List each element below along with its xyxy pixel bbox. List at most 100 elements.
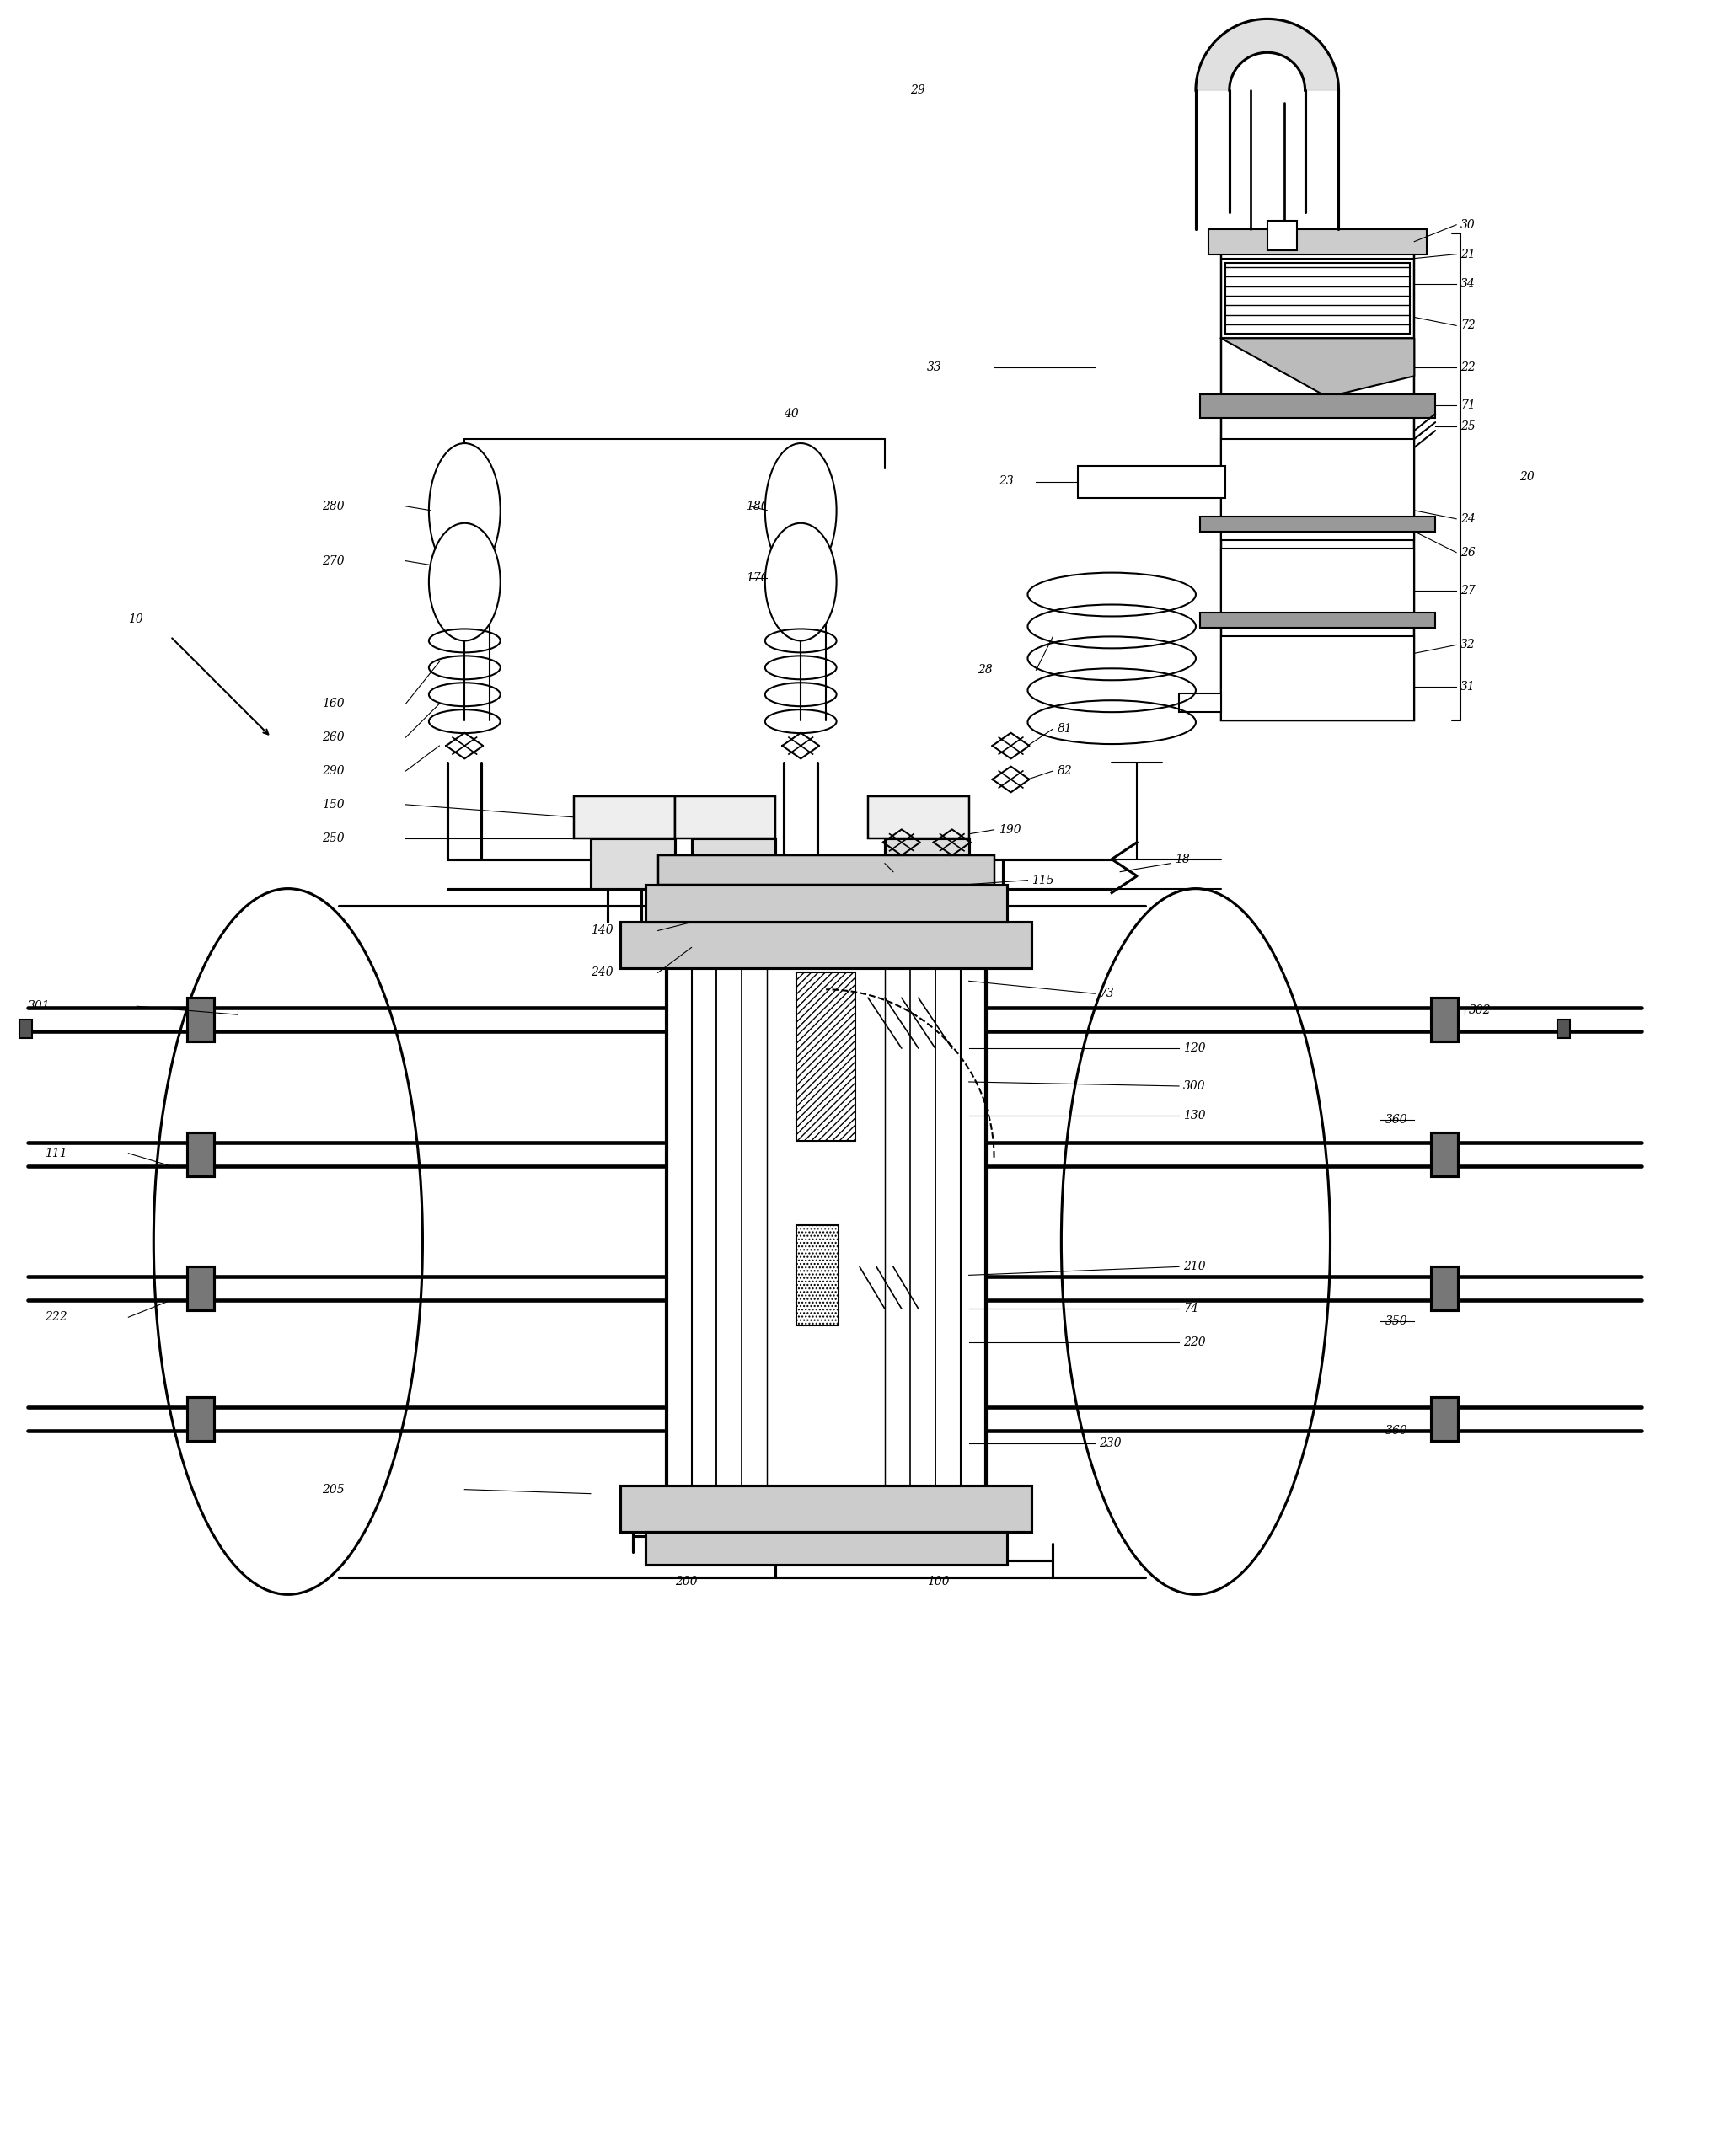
Text: 72: 72 — [1460, 321, 1476, 331]
Bar — [1200, 394, 1436, 417]
Bar — [187, 1268, 214, 1311]
Polygon shape — [1220, 338, 1415, 396]
Text: 210: 210 — [1184, 1261, 1205, 1272]
Bar — [1200, 516, 1436, 532]
Text: 18: 18 — [1175, 854, 1189, 865]
Text: 28: 28 — [977, 665, 993, 676]
Bar — [691, 837, 776, 889]
Text: 20: 20 — [1519, 471, 1535, 482]
Text: 301: 301 — [28, 1001, 50, 1011]
Text: 81: 81 — [1057, 723, 1073, 734]
Text: 240: 240 — [590, 966, 613, 979]
Text: 100: 100 — [927, 1575, 950, 1588]
Text: 115: 115 — [1031, 874, 1054, 887]
Bar — [590, 837, 675, 889]
Bar — [1220, 232, 1415, 721]
Text: 31: 31 — [1460, 680, 1476, 693]
Ellipse shape — [429, 523, 500, 641]
Text: 200: 200 — [675, 1575, 698, 1588]
Text: 270: 270 — [321, 555, 344, 566]
Text: 34: 34 — [1460, 278, 1476, 291]
Text: 29: 29 — [910, 84, 925, 97]
Bar — [1078, 467, 1226, 497]
Bar — [646, 1532, 1007, 1565]
Text: 150: 150 — [321, 798, 344, 811]
Text: 205: 205 — [321, 1483, 344, 1496]
Bar — [767, 968, 885, 1491]
Bar — [646, 884, 1007, 923]
Bar — [797, 1224, 838, 1326]
Text: 27: 27 — [1460, 585, 1476, 596]
Text: 250: 250 — [321, 833, 344, 844]
Bar — [620, 923, 1031, 968]
Ellipse shape — [766, 523, 837, 641]
Bar — [1179, 693, 1220, 712]
Text: 180: 180 — [746, 501, 769, 512]
Text: 302: 302 — [1469, 1005, 1491, 1016]
Bar — [885, 837, 969, 889]
Bar — [717, 958, 936, 1500]
Ellipse shape — [1061, 889, 1330, 1595]
Ellipse shape — [766, 443, 837, 577]
Bar — [691, 953, 960, 1506]
Text: 21: 21 — [1460, 247, 1476, 260]
Bar — [741, 962, 910, 1496]
Text: 280: 280 — [321, 501, 344, 512]
Bar — [1430, 999, 1458, 1042]
Text: 290: 290 — [321, 766, 344, 777]
Ellipse shape — [153, 889, 422, 1595]
Text: 160: 160 — [321, 697, 344, 710]
Text: 23: 23 — [998, 476, 1014, 486]
Bar — [868, 796, 969, 837]
Bar — [575, 796, 675, 837]
Text: 71: 71 — [1460, 400, 1476, 411]
Text: 32: 32 — [1460, 639, 1476, 650]
Text: 110: 110 — [842, 865, 865, 878]
Text: 260: 260 — [321, 732, 344, 742]
Text: 10: 10 — [128, 613, 144, 626]
Ellipse shape — [429, 443, 500, 577]
Text: 74: 74 — [1184, 1302, 1198, 1315]
Bar — [1220, 439, 1415, 540]
Text: 30: 30 — [1460, 220, 1476, 230]
Bar — [1430, 1268, 1458, 1311]
Bar — [187, 999, 214, 1042]
Bar — [1200, 613, 1436, 628]
Text: 140: 140 — [590, 925, 613, 936]
Text: 222: 222 — [45, 1311, 66, 1323]
Text: 230: 230 — [1099, 1438, 1121, 1448]
Text: 170: 170 — [746, 572, 769, 583]
Text: 120: 120 — [1184, 1042, 1205, 1054]
Bar — [19, 1020, 31, 1037]
Text: 190: 190 — [998, 824, 1021, 835]
Bar — [187, 1132, 214, 1175]
Text: 300: 300 — [1184, 1080, 1205, 1091]
Text: 130: 130 — [1184, 1110, 1205, 1121]
Text: 22: 22 — [1460, 362, 1476, 374]
Text: 111: 111 — [45, 1147, 66, 1160]
Bar — [667, 947, 986, 1511]
Text: 350: 350 — [1385, 1315, 1408, 1328]
Bar — [1226, 263, 1410, 334]
Bar — [1220, 637, 1415, 721]
Bar — [1557, 1020, 1569, 1037]
Text: 82: 82 — [1057, 766, 1073, 777]
Text: 360: 360 — [1385, 1115, 1408, 1125]
Bar — [1430, 1397, 1458, 1440]
Bar — [1430, 1132, 1458, 1175]
Text: 40: 40 — [785, 409, 799, 420]
Text: 73: 73 — [1099, 988, 1115, 999]
Text: 26: 26 — [1460, 547, 1476, 557]
Text: 24: 24 — [1460, 512, 1476, 525]
Polygon shape — [1196, 19, 1338, 90]
Bar — [620, 1485, 1031, 1532]
Bar — [1267, 220, 1297, 250]
Bar — [675, 796, 776, 837]
Text: 25: 25 — [1460, 420, 1476, 433]
Bar — [1208, 228, 1427, 254]
Text: 360: 360 — [1385, 1425, 1408, 1438]
Bar — [187, 1397, 214, 1440]
Bar — [797, 973, 856, 1141]
Text: 33: 33 — [927, 362, 943, 374]
Text: 220: 220 — [1184, 1336, 1205, 1349]
